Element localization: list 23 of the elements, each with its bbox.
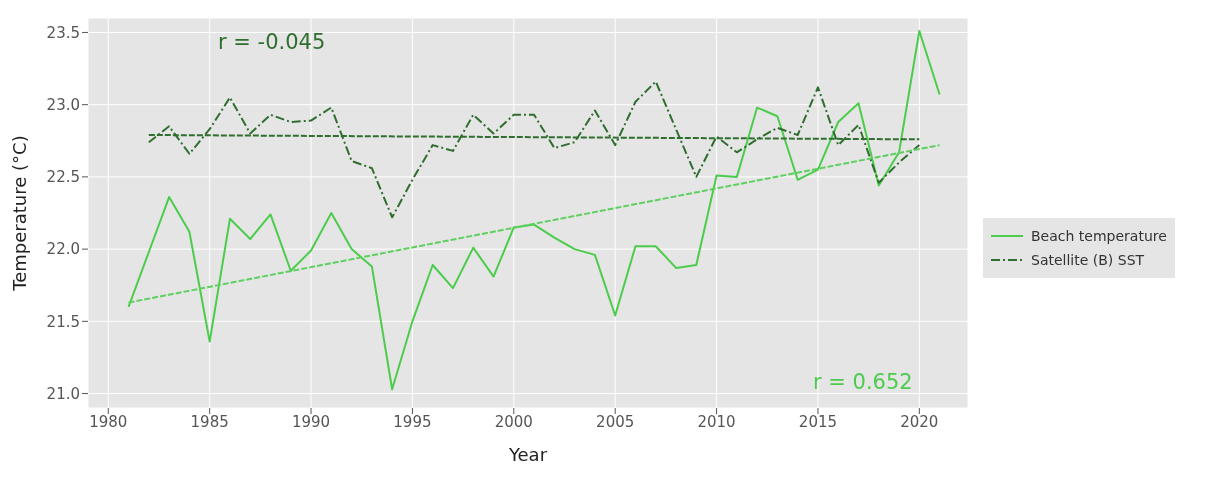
x-tick-label: 2005	[596, 412, 635, 431]
y-tick-label: 22.0	[46, 240, 80, 259]
x-tick-label: 1990	[291, 412, 331, 431]
y-tick-label: 22.5	[46, 168, 80, 187]
line-series	[147, 80, 921, 219]
line-series	[127, 30, 941, 391]
legend-label: Satellite (B) SST	[1031, 252, 1145, 268]
x-tick-label: 2020	[900, 412, 939, 431]
y-tick-label: 21.5	[46, 312, 80, 331]
x-tick-label: 1980	[89, 412, 128, 431]
x-tick-label: 2010	[697, 412, 736, 431]
x-tick-label: 1985	[190, 412, 229, 431]
x-tick-label: 2000	[494, 412, 533, 431]
y-tick-label: 23.0	[46, 95, 80, 114]
x-tick-label: 1995	[393, 412, 432, 431]
y-tick-label: 21.0	[46, 384, 80, 403]
x-axis-title: Year	[507, 444, 548, 465]
x-tick-label: 2015	[798, 412, 838, 431]
y-tick-label: 23.5	[46, 23, 80, 42]
legend-label: Beach temperature	[1031, 228, 1167, 244]
y-axis-title: Temperature (°C)	[9, 135, 31, 292]
annotation: r = 0.652	[813, 370, 913, 394]
annotation: r = -0.045	[218, 30, 326, 54]
